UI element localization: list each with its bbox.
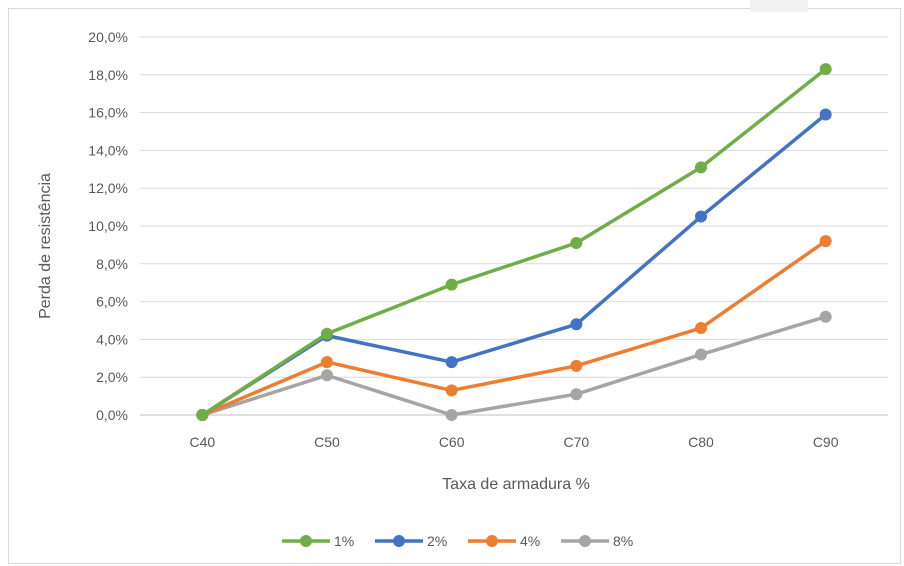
data-point xyxy=(321,327,333,340)
y-axis-ticks: 0,0% 2,0% 4,0% 6,0% 8,0% 10,0% 12,0% 14,0% 16,0%… xyxy=(88,29,128,423)
series-8% xyxy=(196,310,832,421)
legend-item: 1% xyxy=(282,533,354,549)
legend-marker xyxy=(579,535,591,547)
legend-marker xyxy=(486,535,498,547)
x-tick-label: C70 xyxy=(563,434,589,450)
data-point xyxy=(819,235,832,248)
data-point xyxy=(445,384,458,397)
legend-label: 8% xyxy=(613,533,633,549)
data-point xyxy=(695,161,707,174)
legend-marker xyxy=(393,535,405,547)
data-point xyxy=(445,409,458,421)
data-point xyxy=(819,108,832,121)
corner-patch xyxy=(750,0,808,12)
legend-item: 2% xyxy=(375,533,447,549)
y-tick-label: 0,0% xyxy=(96,407,128,423)
legend-item: 4% xyxy=(468,533,540,549)
data-point xyxy=(570,359,583,372)
y-tick-label: 18,0% xyxy=(88,67,128,83)
x-tick-label: C90 xyxy=(813,434,839,450)
y-tick-label: 10,0% xyxy=(88,218,128,234)
data-point xyxy=(570,318,583,331)
y-tick-label: 8,0% xyxy=(96,256,128,272)
legend-label: 2% xyxy=(427,533,447,549)
data-point xyxy=(819,310,832,323)
legend-marker xyxy=(300,535,312,547)
legend-item: 8% xyxy=(561,533,633,549)
y-tick-label: 2,0% xyxy=(96,369,128,385)
series-line xyxy=(200,67,828,417)
x-tick-label: C80 xyxy=(688,434,714,450)
x-tick-label: C60 xyxy=(439,434,465,450)
data-point xyxy=(819,63,832,76)
y-tick-label: 20,0% xyxy=(88,29,128,45)
x-tick-label: C50 xyxy=(314,434,340,450)
data-point xyxy=(321,369,333,382)
y-tick-label: 6,0% xyxy=(96,294,128,310)
data-point xyxy=(445,278,458,291)
data-point xyxy=(570,237,583,250)
x-axis-ticks: C40 C50 C60 C70 C80 C90 xyxy=(189,434,838,450)
gridlines xyxy=(140,36,888,416)
y-tick-label: 14,0% xyxy=(88,142,128,158)
data-point xyxy=(196,409,209,421)
x-axis-title: Taxa de armadura % xyxy=(442,476,590,493)
y-axis-title: Perda de resistência xyxy=(37,173,54,319)
y-tick-label: 12,0% xyxy=(88,180,128,196)
legend: 1% 2% 4% 8% xyxy=(282,533,633,549)
series-line xyxy=(200,314,828,417)
legend-label: 4% xyxy=(520,533,540,549)
y-tick-label: 16,0% xyxy=(88,105,128,121)
data-point xyxy=(695,210,707,223)
y-tick-label: 4,0% xyxy=(96,331,128,347)
series-1% xyxy=(196,63,832,421)
series-line xyxy=(200,239,828,417)
x-tick-label: C40 xyxy=(189,434,215,450)
data-point xyxy=(695,322,707,335)
data-point xyxy=(321,356,333,369)
data-point xyxy=(695,348,707,361)
data-point xyxy=(445,356,458,369)
legend-label: 1% xyxy=(334,533,354,549)
data-point xyxy=(570,388,583,401)
series-group xyxy=(196,63,832,421)
